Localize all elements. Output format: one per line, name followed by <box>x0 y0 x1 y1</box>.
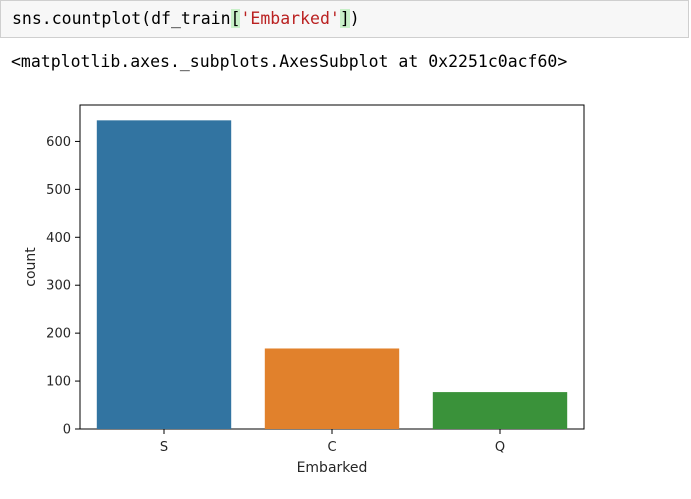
y-axis-label: count <box>23 247 39 287</box>
output-repr: <matplotlib.axes._subplots.AxesSubplot a… <box>11 52 568 71</box>
string-literal: 'Embarked' <box>240 9 340 28</box>
bar-Q <box>432 392 568 429</box>
bar-S <box>96 120 232 429</box>
bar-C <box>264 348 400 429</box>
code-input[interactable]: sns.countplot(df_train['Embarked']) <box>12 8 360 30</box>
y-tick-label: 0 <box>63 423 71 438</box>
y-tick-label: 200 <box>46 327 71 342</box>
y-tick-label: 400 <box>46 231 71 246</box>
close-bracket: ] <box>339 9 350 28</box>
open-bracket: [ <box>230 9 241 28</box>
y-axis: 0 100 200 300 400 500 600 <box>46 135 80 438</box>
code-cell[interactable]: sns.countplot(df_train['Embarked']) <box>0 0 689 38</box>
x-tick-label: S <box>160 440 168 455</box>
y-tick-label: 300 <box>46 279 71 294</box>
bars-group <box>96 120 568 429</box>
code-prefix: sns.countplot(df_train <box>12 9 231 28</box>
x-tick-label: C <box>327 440 336 455</box>
code-suffix: ) <box>349 9 360 28</box>
y-tick-label: 600 <box>46 135 71 150</box>
x-tick-label: Q <box>495 440 505 455</box>
x-axis-label: Embarked <box>297 460 368 476</box>
y-tick-label: 500 <box>46 183 71 198</box>
y-tick-label: 100 <box>46 375 71 390</box>
